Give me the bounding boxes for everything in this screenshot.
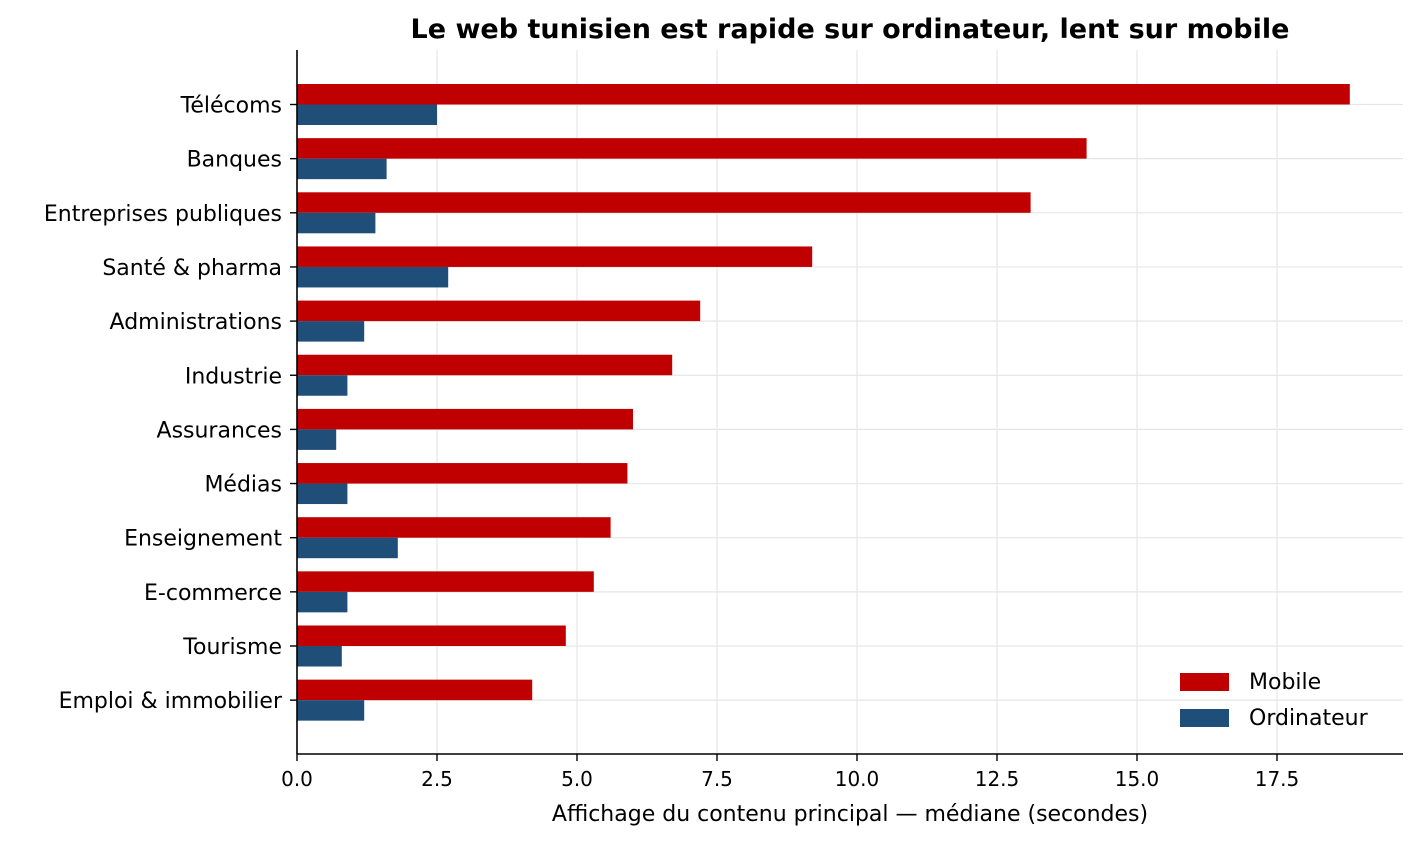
bar-ordinateur — [297, 212, 376, 234]
x-tick-label: 7.5 — [701, 767, 733, 791]
bar-ordinateur — [297, 537, 398, 559]
x-tick-label: 17.5 — [1255, 767, 1300, 791]
y-tick-label: Assurances — [157, 418, 282, 443]
bar-mobile — [297, 84, 1350, 105]
x-axis-label: Affichage du contenu principal — médiane… — [552, 802, 1148, 827]
bar-ordinateur — [297, 321, 365, 342]
x-tick-label: 5.0 — [561, 767, 593, 791]
bar-ordinateur — [297, 483, 348, 505]
y-tick-label: Industrie — [185, 364, 282, 389]
legend-label-ordinateur: Ordinateur — [1249, 706, 1369, 731]
bar-mobile — [297, 138, 1087, 159]
bar-ordinateur — [297, 591, 348, 613]
bar-mobile — [297, 192, 1031, 213]
legend-swatch-ordinateur — [1180, 709, 1229, 727]
bar-ordinateur — [297, 429, 337, 450]
bar-mobile — [297, 408, 633, 430]
x-tick-label: 2.5 — [421, 767, 453, 791]
y-tick-label: Banques — [187, 148, 282, 173]
bar-ordinateur — [297, 266, 449, 288]
x-tick-label: 15.0 — [1115, 767, 1160, 791]
legend-swatch-mobile — [1180, 673, 1229, 691]
y-ticks: Télécoms Banques Entreprises publiques Sant… — [44, 94, 297, 714]
y-tick-label: Santé & pharma — [102, 256, 282, 281]
chart-title: Le web tunisien est rapide sur ordinateu… — [411, 14, 1290, 45]
bar-ordinateur — [297, 375, 348, 396]
bar-ordinateur — [297, 700, 365, 721]
bar-mobile — [297, 300, 701, 322]
bar-mobile — [297, 246, 813, 267]
y-tick-label: Télécoms — [180, 94, 282, 119]
bar-mobile — [297, 463, 628, 484]
legend-label-mobile: Mobile — [1249, 670, 1321, 695]
x-ticks: 0.0 2.5 5.0 7.5 10.0 12.5 15.0 17.5 — [281, 754, 1299, 791]
bar-ordinateur — [297, 104, 437, 125]
y-tick-label: Tourisme — [182, 635, 282, 660]
bar-mobile — [297, 517, 611, 538]
y-tick-label: Médias — [204, 473, 282, 498]
bar-mobile — [297, 571, 594, 592]
bar-ordinateur — [297, 158, 387, 180]
legend: Mobile Ordinateur — [1180, 670, 1369, 731]
axes — [296, 50, 1403, 755]
bar-mobile — [297, 679, 533, 701]
x-tick-label: 0.0 — [281, 767, 313, 791]
y-tick-label: Emploi & immobilier — [59, 689, 283, 714]
y-tick-label: Enseignement — [124, 527, 282, 552]
y-tick-label: Administrations — [110, 310, 282, 335]
bar-mobile — [297, 625, 566, 646]
x-tick-label: 10.0 — [835, 767, 880, 791]
y-tick-label: E-commerce — [144, 581, 282, 606]
x-tick-label: 12.5 — [975, 767, 1020, 791]
bar-mobile — [297, 354, 673, 376]
bar-ordinateur — [297, 646, 342, 667]
y-tick-label: Entreprises publiques — [44, 202, 282, 227]
bars — [297, 84, 1350, 721]
